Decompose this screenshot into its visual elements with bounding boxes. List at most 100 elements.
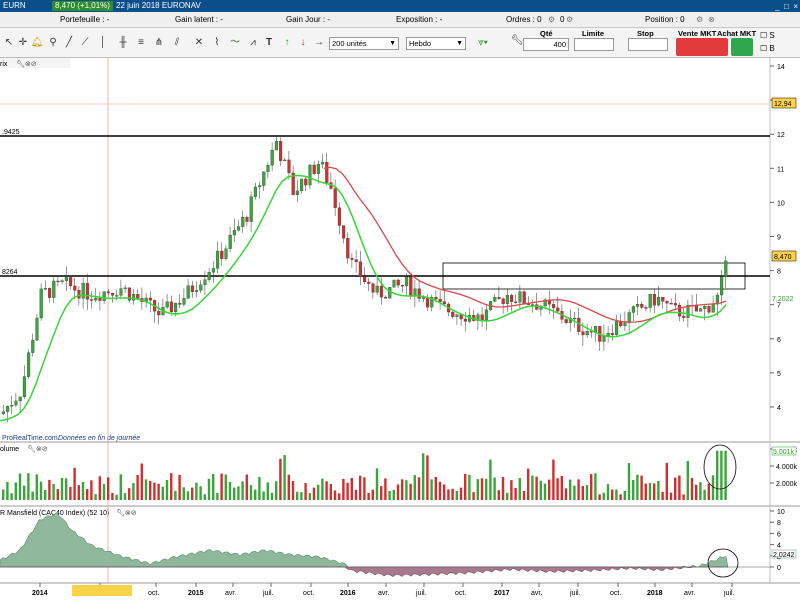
bell-icon[interactable]: 🔔︎ bbox=[30, 37, 44, 48]
arrow-down-icon[interactable]: ↓ bbox=[300, 37, 306, 48]
candle-body bbox=[371, 283, 375, 293]
crosshair-icon[interactable]: ✛ bbox=[18, 37, 28, 48]
arrow-right-icon[interactable]: → bbox=[314, 37, 324, 48]
candle-body bbox=[174, 302, 178, 313]
candle-body bbox=[388, 287, 392, 299]
volume-bar bbox=[178, 474, 181, 500]
candle-body bbox=[304, 178, 308, 186]
channel-icon[interactable]: ⫽ bbox=[174, 37, 180, 48]
candle-body bbox=[694, 305, 698, 312]
buy-market-button[interactable] bbox=[731, 38, 753, 56]
s-checkbox[interactable]: ☐ S bbox=[760, 31, 775, 40]
horizontal-line-icon[interactable]: ╫ bbox=[119, 37, 127, 48]
candle-body bbox=[316, 164, 320, 174]
volume-bar bbox=[695, 484, 698, 500]
pointer-icon[interactable]: ↖ bbox=[4, 37, 14, 48]
b-checkbox[interactable]: ☐ B bbox=[760, 44, 775, 53]
candle-body bbox=[6, 406, 10, 412]
ordres-icon[interactable]: ⚙ bbox=[548, 15, 556, 24]
limit-input[interactable] bbox=[574, 38, 614, 51]
arrow-up-icon[interactable]: ↑ bbox=[284, 37, 290, 48]
period-select-value: Hebdo bbox=[409, 39, 432, 48]
volume-bar bbox=[724, 450, 727, 500]
units-select-value: 200 unités bbox=[332, 39, 367, 48]
trend-shape-icon[interactable]: ⩘ bbox=[250, 37, 256, 48]
ordres-label[interactable]: Ordres : 0 bbox=[506, 15, 542, 24]
maximize-button[interactable]: □ bbox=[784, 2, 789, 11]
pattern-icon[interactable]: ⌇ bbox=[214, 37, 220, 48]
candle-body bbox=[224, 248, 228, 259]
candle-body bbox=[673, 303, 677, 306]
candle-body bbox=[228, 234, 232, 249]
candle-body bbox=[220, 250, 224, 259]
position-settings-icon[interactable]: ⚙ bbox=[696, 15, 704, 24]
volume-bar bbox=[94, 494, 97, 500]
volume-bar bbox=[552, 459, 555, 500]
panel-tools-icon[interactable]: 🔧︎⊗⊘ bbox=[116, 509, 137, 517]
stop-input[interactable] bbox=[628, 38, 668, 51]
minimize-button[interactable]: _ bbox=[775, 2, 780, 11]
text-icon[interactable]: T bbox=[265, 37, 273, 48]
volume-bar bbox=[140, 463, 143, 500]
candle-body bbox=[333, 188, 337, 208]
volume-bar bbox=[283, 455, 286, 500]
candle-body bbox=[438, 298, 442, 302]
volume-bar bbox=[317, 484, 320, 500]
candle-body bbox=[484, 309, 488, 321]
volume-bar bbox=[237, 486, 240, 500]
delete-icon[interactable]: ✕ bbox=[194, 37, 204, 48]
panel-tools-icon[interactable]: 🔧︎⊗⊘ bbox=[16, 60, 37, 68]
mansfield-highlight-ellipse[interactable] bbox=[707, 548, 739, 578]
close-button[interactable]: × bbox=[793, 2, 798, 11]
consolidation-box[interactable] bbox=[442, 262, 746, 290]
trendline-icon[interactable]: ⟋ bbox=[81, 37, 89, 48]
position-close-icon[interactable]: ⊗ bbox=[708, 15, 715, 24]
line-icon[interactable]: ╱ bbox=[65, 37, 73, 48]
qty-input[interactable]: 400 bbox=[523, 38, 569, 51]
mansfield-tick-label: 0 bbox=[777, 565, 781, 572]
pitchfork-icon[interactable]: ⋔ bbox=[154, 37, 164, 48]
candle-body bbox=[543, 299, 547, 307]
candle-body bbox=[514, 301, 518, 303]
volume-bar bbox=[300, 492, 303, 500]
price-y-axis: 1413121110987654 bbox=[770, 64, 785, 412]
vertical-line-icon[interactable]: │ bbox=[99, 37, 107, 48]
indicators-icon[interactable]: ⩔▾ bbox=[478, 37, 488, 48]
sell-market-button[interactable] bbox=[676, 38, 728, 56]
volume-bar bbox=[123, 493, 127, 500]
candle-body bbox=[379, 285, 383, 298]
volume-panel-title: olume bbox=[0, 446, 19, 453]
volume-bar bbox=[468, 474, 471, 500]
candle-body bbox=[396, 279, 400, 286]
chevron-down-icon: ▼ bbox=[389, 40, 396, 47]
fibonacci-icon[interactable]: ≡ bbox=[138, 37, 144, 48]
mansfield-panel-title: R Mansfield (CAC40 Index) (52 10) bbox=[0, 510, 109, 517]
chart-area[interactable]: rix 🔧︎⊗⊘ olume 🔧︎⊗⊘ R Mansfield (CAC40 I… bbox=[0, 58, 800, 600]
volume-bar bbox=[56, 489, 59, 500]
ordres-list-icon[interactable]: ⚙ bbox=[566, 15, 574, 24]
y-tick-label: 10 bbox=[777, 200, 785, 207]
mansfield-positive-area bbox=[0, 512, 729, 568]
units-select[interactable]: 200 unités ▼ bbox=[329, 37, 399, 50]
candle-body bbox=[451, 311, 455, 317]
pattern2-icon[interactable]: 〜 bbox=[230, 37, 240, 48]
y-tick-label: 11 bbox=[777, 166, 784, 173]
candle-body bbox=[585, 331, 589, 336]
volume-bar bbox=[527, 468, 530, 500]
panel-tools-icon[interactable]: 🔧︎⊗⊘ bbox=[27, 445, 48, 453]
mansfield-tick-label: 8 bbox=[777, 520, 781, 527]
candle-body bbox=[459, 314, 463, 320]
volume-highlight-ellipse[interactable] bbox=[703, 444, 737, 490]
volume-tick-label: 2.000k bbox=[776, 481, 798, 488]
volume-bar bbox=[522, 490, 526, 500]
volume-bar bbox=[81, 481, 85, 500]
volume-bar bbox=[669, 492, 673, 500]
zoom-icon[interactable]: ⚲ bbox=[49, 37, 57, 48]
period-select[interactable]: Hebdo ▼ bbox=[406, 37, 466, 50]
order-settings-icon[interactable]: 🔧︎ bbox=[510, 35, 524, 46]
candle-body bbox=[350, 258, 354, 260]
position-label[interactable]: Position : 0 bbox=[645, 15, 685, 24]
last-price-tag bbox=[771, 250, 797, 262]
mansfield-tick-label: 10 bbox=[777, 509, 785, 516]
sell-label: Vente MKT bbox=[678, 29, 717, 38]
